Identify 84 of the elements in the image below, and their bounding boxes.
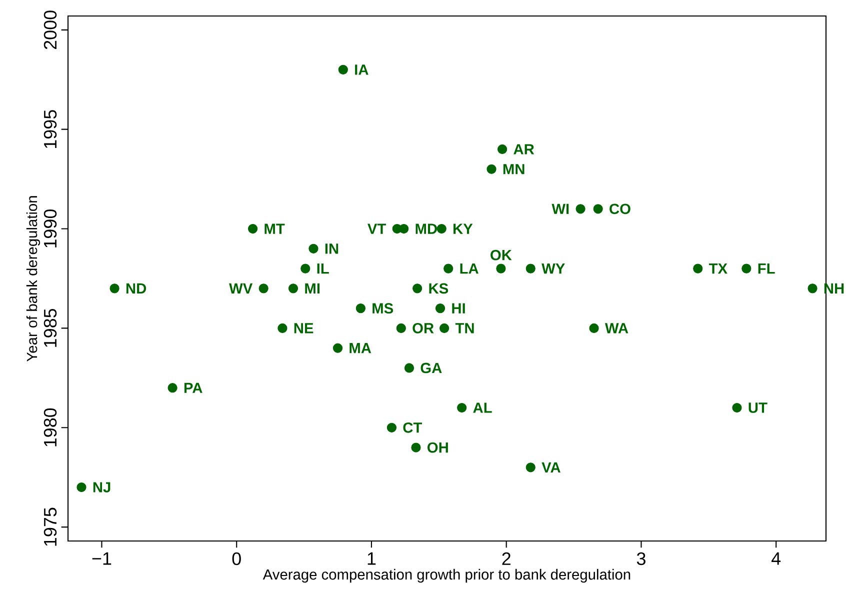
annotation: AL: [473, 402, 492, 413]
point: [486, 164, 496, 174]
point: [742, 264, 752, 274]
point: [300, 264, 310, 274]
point: [526, 462, 536, 472]
point: [411, 442, 421, 452]
point: [444, 264, 454, 274]
x-tick-label: −1: [92, 552, 112, 565]
annotation: WA: [604, 323, 628, 334]
y-tick-label: 1980: [44, 408, 57, 446]
point: [732, 402, 742, 413]
x-axis-title: Average compensation growth prior to bank deregulation: [262, 568, 630, 583]
annotation: ND: [126, 283, 146, 294]
annotation: OH: [428, 442, 448, 453]
annotation: GA: [420, 362, 442, 374]
annotation: MT: [264, 224, 285, 234]
x-tick-label: 3: [636, 552, 646, 566]
point: [356, 304, 366, 314]
point: [248, 224, 258, 234]
y-tick-label: 1975: [44, 508, 57, 546]
annotation: WV: [229, 283, 253, 294]
point: [457, 402, 467, 413]
annotation: MI: [305, 283, 320, 294]
point: [589, 323, 599, 334]
annotation: VA: [542, 462, 560, 472]
point: [110, 284, 120, 294]
point: [386, 422, 397, 432]
point: [576, 204, 586, 214]
point: [436, 224, 446, 234]
annotation: MD: [416, 224, 437, 234]
annotation: MA: [350, 343, 372, 354]
point: [404, 363, 414, 373]
annotation: IA: [355, 64, 368, 75]
annotation: MS: [372, 303, 394, 314]
annotation: TN: [455, 323, 474, 334]
annotation: NJ: [93, 482, 110, 492]
y-tick-label: 1990: [44, 209, 57, 248]
point: [399, 224, 409, 234]
point: [168, 383, 178, 393]
annotation: WY: [542, 264, 565, 274]
x-tick-label: 2: [502, 552, 510, 565]
y-tick-label: 1985: [44, 308, 57, 347]
annotation: IL: [317, 264, 329, 274]
point: [76, 482, 86, 492]
point: [412, 284, 422, 294]
y-tick-label: 1995: [44, 110, 57, 148]
point: [808, 284, 818, 294]
annotation: MN: [503, 164, 524, 174]
annotation: IN: [325, 244, 338, 254]
annotation: CT: [403, 422, 422, 433]
point: [288, 284, 298, 294]
annotation: HI: [452, 303, 465, 314]
annotation: OR: [412, 323, 434, 334]
annotation: KS: [429, 283, 448, 294]
x-tick-label: 1: [368, 552, 376, 565]
point: [440, 323, 450, 334]
annotation: UT: [748, 402, 768, 413]
point: [258, 284, 268, 294]
annotation: OK: [490, 250, 512, 260]
point: [498, 144, 508, 154]
point: [593, 204, 603, 214]
point: [396, 323, 406, 334]
y-axis-title: Year of bank deregulation: [26, 196, 40, 362]
y-tick-label: 2000: [44, 10, 57, 50]
annotation: PA: [184, 382, 202, 393]
annotation: NE: [294, 323, 314, 334]
annotation: AR: [514, 144, 534, 154]
annotation: TX: [708, 264, 728, 274]
point: [496, 264, 506, 274]
annotation: FL: [758, 264, 775, 274]
point: [526, 264, 536, 274]
point: [278, 323, 288, 334]
annotation: CO: [610, 204, 630, 214]
x-tick-label: 0: [232, 552, 241, 566]
point: [308, 244, 318, 254]
annotation: KY: [454, 224, 473, 234]
point: [435, 304, 446, 314]
x-tick-label: 4: [772, 552, 781, 565]
point: [332, 343, 343, 353]
annotation: LA: [460, 264, 478, 274]
annotation: VT: [368, 224, 386, 234]
point: [693, 264, 703, 274]
annotation: WI: [552, 204, 569, 214]
point: [338, 64, 348, 74]
